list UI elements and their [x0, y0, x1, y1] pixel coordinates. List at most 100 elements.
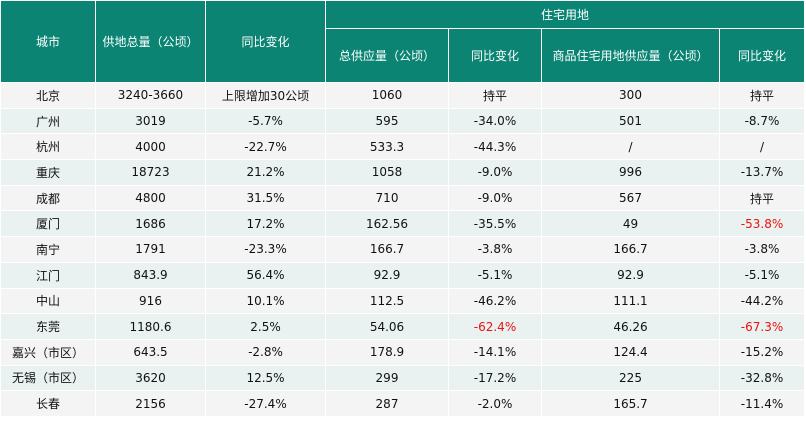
cell-commercial-res-yoy: -67.3% [718, 313, 806, 340]
table-row: 成都 4800 31.5% 710 -9.0% 567 持平 [0, 184, 806, 212]
cell-res-yoy: -44.3% [448, 133, 542, 161]
cell-res-yoy: -5.1% [448, 261, 542, 289]
cell-res-supply: 1058 [325, 159, 449, 186]
cell-res-yoy: -9.0% [448, 184, 542, 212]
cell-res-yoy: -2.0% [448, 390, 542, 417]
cell-res-yoy: -17.2% [448, 364, 542, 392]
cell-res-yoy: 持平 [448, 82, 542, 109]
cell-commercial-res-yoy: -53.8% [718, 210, 806, 238]
cell-total-supply: 1791 [95, 236, 206, 263]
cell-res-supply: 595 [325, 107, 449, 135]
cell-res-yoy: -62.4% [448, 313, 542, 340]
cell-city: 江门 [0, 261, 96, 289]
cell-commercial-res-yoy: -32.8% [718, 364, 806, 392]
cell-total-supply: 643.5 [95, 338, 206, 366]
header-commercial-res-yoy: 同比变化 [718, 28, 806, 83]
cell-total-yoy: 12.5% [205, 364, 326, 392]
table-row: 嘉兴（市区） 643.5 -2.8% 178.9 -14.1% 124.4 -15.2% [0, 338, 806, 366]
header-city: 城市 [0, 0, 96, 83]
cell-res-yoy: -9.0% [448, 159, 542, 186]
header-total-yoy: 同比变化 [205, 0, 326, 83]
cell-city: 重庆 [0, 159, 96, 186]
cell-total-yoy: -22.7% [205, 133, 326, 161]
cell-city: 中山 [0, 287, 96, 315]
cell-commercial-res-supply: 300 [541, 82, 720, 109]
cell-res-supply: 299 [325, 364, 449, 392]
cell-commercial-res-supply: 111.1 [541, 287, 720, 315]
cell-total-supply: 843.9 [95, 261, 206, 289]
cell-total-yoy: 21.2% [205, 159, 326, 186]
cell-commercial-res-supply: 225 [541, 364, 720, 392]
cell-commercial-res-yoy: -13.7% [718, 159, 806, 186]
cell-total-supply: 3240-3660 [95, 82, 206, 109]
cell-commercial-res-yoy: -44.2% [718, 287, 806, 315]
header-res-supply: 总供应量（公顷） [325, 28, 449, 83]
header-residential-group: 住宅用地 [324, 0, 806, 29]
cell-total-yoy: -27.4% [205, 390, 326, 417]
cell-city: 广州 [0, 107, 96, 135]
cell-total-yoy: -23.3% [205, 236, 326, 263]
cell-res-supply: 710 [325, 184, 449, 212]
cell-commercial-res-yoy: -15.2% [718, 338, 806, 366]
cell-total-supply: 1686 [95, 210, 206, 238]
table-row: 南宁 1791 -23.3% 166.7 -3.8% 166.7 -3.8% [0, 236, 806, 263]
cell-total-supply: 916 [95, 287, 206, 315]
table-row: 厦门 1686 17.2% 162.56 -35.5% 49 -53.8% [0, 210, 806, 238]
table-header: 城市 供地总量（公顷） 同比变化 住宅用地 总供应量（公顷） 同比变化 商品住宅… [0, 0, 806, 83]
cell-total-yoy: 31.5% [205, 184, 326, 212]
cell-commercial-res-supply: 49 [541, 210, 720, 238]
table-row: 无锡（市区） 3620 12.5% 299 -17.2% 225 -32.8% [0, 364, 806, 392]
cell-city: 杭州 [0, 133, 96, 161]
cell-commercial-res-yoy: 持平 [718, 184, 806, 212]
cell-total-supply: 1180.6 [95, 313, 206, 340]
table-row: 长春 2156 -27.4% 287 -2.0% 165.7 -11.4% [0, 390, 806, 417]
cell-res-supply: 178.9 [325, 338, 449, 366]
table-row: 重庆 18723 21.2% 1058 -9.0% 996 -13.7% [0, 159, 806, 186]
cell-res-supply: 92.9 [325, 261, 449, 289]
cell-res-yoy: -34.0% [448, 107, 542, 135]
cell-city: 厦门 [0, 210, 96, 238]
header-total-supply: 供地总量（公顷） [95, 0, 206, 83]
cell-city: 北京 [0, 82, 96, 109]
cell-commercial-res-supply: 501 [541, 107, 720, 135]
table-body: 北京 3240-3660 上限增加30公顷 1060 持平 300 持平 广州 3019 -5.7… [0, 82, 806, 417]
cell-total-supply: 3620 [95, 364, 206, 392]
cell-total-yoy: 上限增加30公顷 [205, 82, 326, 109]
table-row: 广州 3019 -5.7% 595 -34.0% 501 -8.7% [0, 107, 806, 135]
cell-city: 无锡（市区） [0, 364, 96, 392]
cell-total-supply: 18723 [95, 159, 206, 186]
cell-commercial-res-supply: 166.7 [541, 236, 720, 263]
cell-city: 长春 [0, 390, 96, 417]
cell-total-yoy: 56.4% [205, 261, 326, 289]
cell-city: 成都 [0, 184, 96, 212]
cell-city: 嘉兴（市区） [0, 338, 96, 366]
cell-res-supply: 533.3 [325, 133, 449, 161]
header-commercial-res-supply: 商品住宅用地供应量（公顷） [541, 28, 720, 83]
cell-commercial-res-supply: 124.4 [541, 338, 720, 366]
cell-res-yoy: -46.2% [448, 287, 542, 315]
cell-commercial-res-yoy: -3.8% [718, 236, 806, 263]
cell-commercial-res-supply: 92.9 [541, 261, 720, 289]
cell-res-supply: 54.06 [325, 313, 449, 340]
cell-total-yoy: -5.7% [205, 107, 326, 135]
cell-commercial-res-yoy: -5.1% [718, 261, 806, 289]
table-row: 杭州 4000 -22.7% 533.3 -44.3% / / [0, 133, 806, 161]
land-supply-table: 城市 供地总量（公顷） 同比变化 住宅用地 总供应量（公顷） 同比变化 商品住宅… [0, 0, 806, 417]
cell-res-supply: 162.56 [325, 210, 449, 238]
cell-res-yoy: -35.5% [448, 210, 542, 238]
cell-total-yoy: -2.8% [205, 338, 326, 366]
cell-res-supply: 112.5 [325, 287, 449, 315]
cell-res-supply: 1060 [325, 82, 449, 109]
cell-total-yoy: 17.2% [205, 210, 326, 238]
table-row: 东莞 1180.6 2.5% 54.06 -62.4% 46.26 -67.3% [0, 313, 806, 340]
cell-commercial-res-yoy: -11.4% [718, 390, 806, 417]
cell-commercial-res-supply: 996 [541, 159, 720, 186]
cell-commercial-res-yoy: -8.7% [718, 107, 806, 135]
cell-total-supply: 2156 [95, 390, 206, 417]
cell-commercial-res-yoy: / [718, 133, 806, 161]
cell-commercial-res-supply: / [541, 133, 720, 161]
cell-total-supply: 3019 [95, 107, 206, 135]
table-row: 江门 843.9 56.4% 92.9 -5.1% 92.9 -5.1% [0, 261, 806, 289]
table-row: 北京 3240-3660 上限增加30公顷 1060 持平 300 持平 [0, 82, 806, 109]
cell-city: 南宁 [0, 236, 96, 263]
